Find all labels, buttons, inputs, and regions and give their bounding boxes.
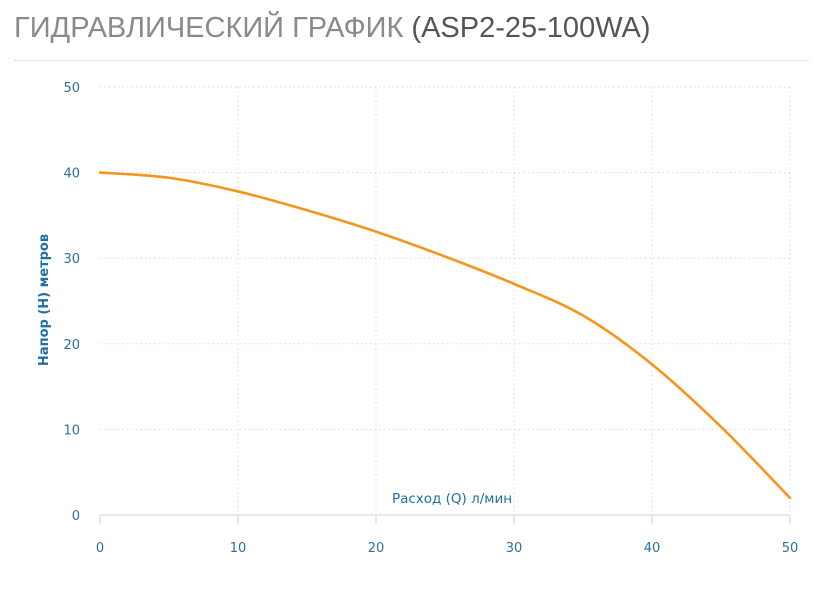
chart-series [98,171,792,500]
chart-title-main: ГИДРАВЛИЧЕСКИЙ ГРАФИК [14,12,404,44]
y-tick-label-10: 10 [63,423,80,438]
y-axis-label: Напор (H) метров [37,234,52,366]
y-tick-label-30: 30 [63,252,80,267]
x-tick-label-20: 20 [368,541,385,556]
x-tick-label-10: 10 [230,541,247,556]
x-axis-label: Расход (Q) л/мин [392,491,512,507]
x-axis-ticks: 0 10 20 30 40 50 [96,541,798,556]
x-tick-label-40: 40 [644,541,661,556]
y-axis-ticks: 0 10 20 30 40 50 [63,81,80,524]
chart-title-model: (ASP2-25-100WA) [411,12,651,44]
y-tick-label-50: 50 [63,81,80,96]
title-divider [14,60,810,61]
chart-axes [99,514,791,524]
y-tick-label-20: 20 [63,338,80,353]
series-line-0 [98,171,792,500]
chart-title: ГИДРАВЛИЧЕСКИЙ ГРАФИК (ASP2-25-100WA) [14,12,651,45]
chart-grid [100,86,791,515]
y-tick-label-0: 0 [72,509,80,524]
x-tick-label-0: 0 [96,541,104,556]
x-tick-label-30: 30 [506,541,523,556]
y-tick-label-40: 40 [63,167,80,182]
x-tick-label-50: 50 [782,541,799,556]
